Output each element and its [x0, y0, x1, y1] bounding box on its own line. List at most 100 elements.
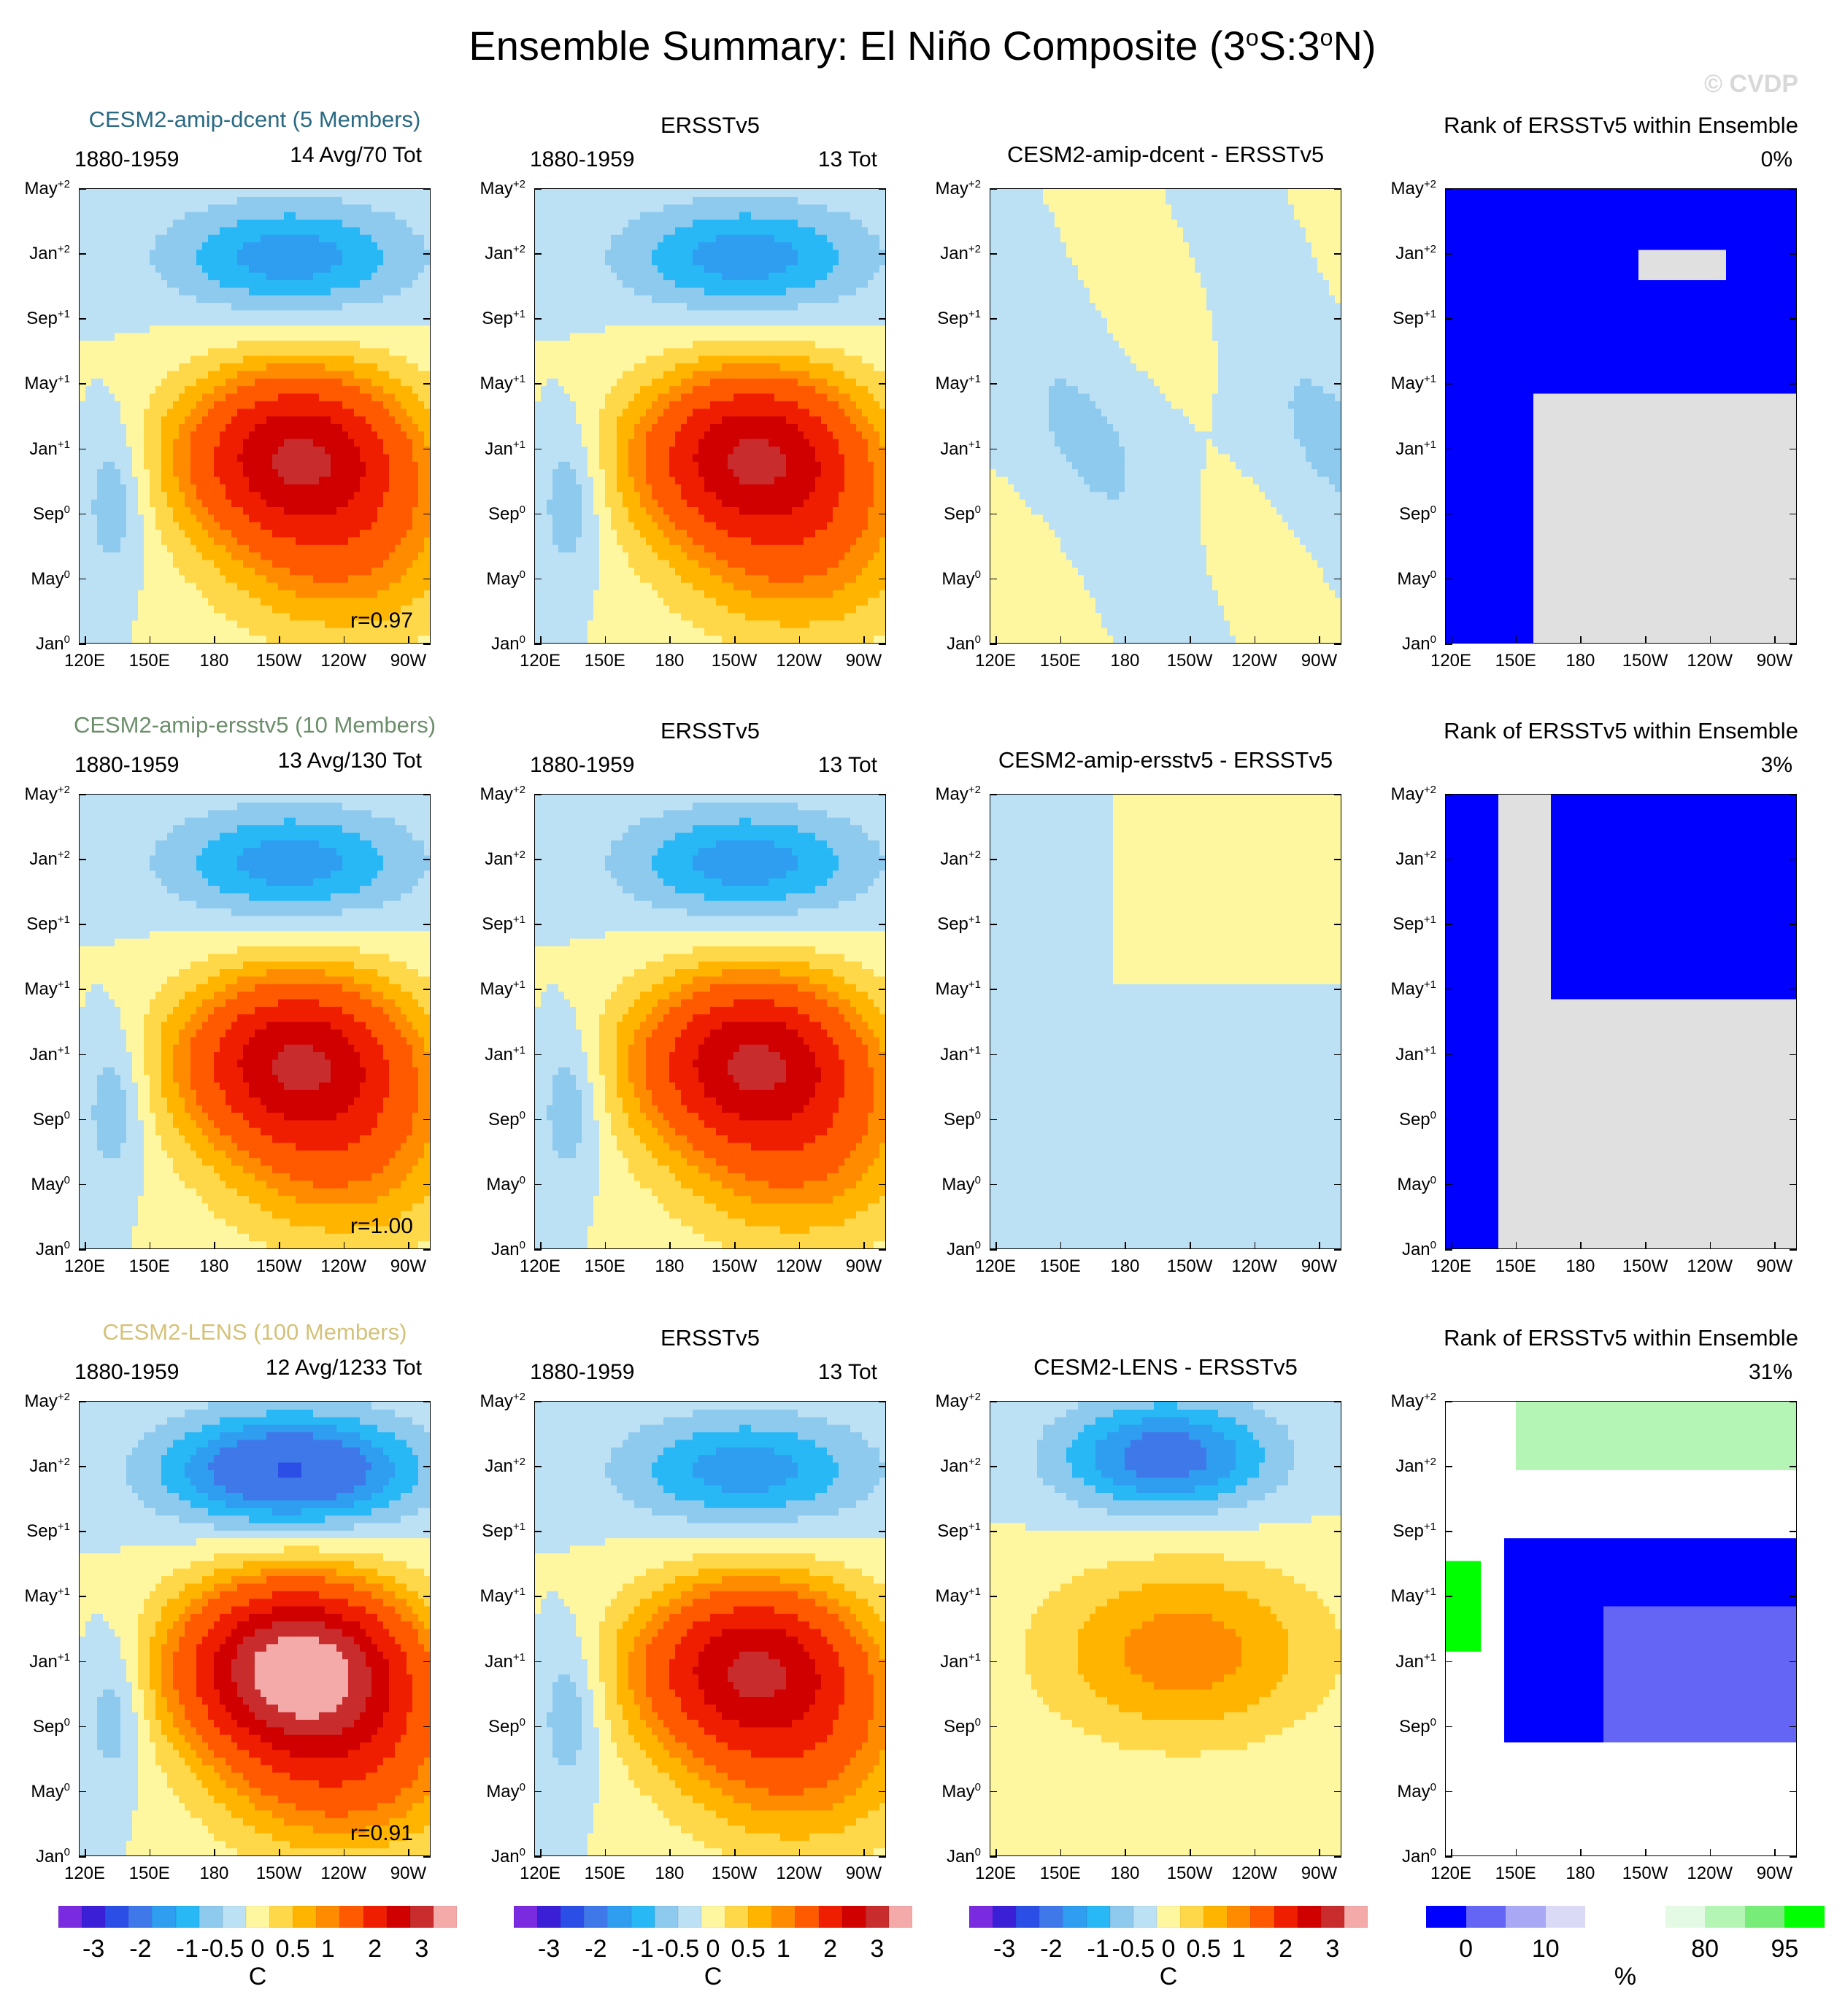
field-cell: [354, 567, 361, 576]
field-cell: [535, 619, 542, 628]
field-cell: [266, 522, 273, 530]
field-cell: [126, 582, 133, 591]
field-cell: [173, 423, 180, 432]
field-cell: [366, 401, 372, 409]
field-cell: [231, 544, 238, 553]
field-cell: [120, 468, 127, 477]
field-cell: [214, 552, 220, 560]
field-cell: [593, 408, 600, 417]
field-cell: [179, 249, 185, 258]
field-cell: [599, 279, 606, 288]
field-cell: [155, 363, 162, 371]
field-cell: [628, 295, 635, 304]
field-cell: [196, 317, 203, 326]
field-cell: [161, 393, 168, 401]
field-cell: [266, 439, 273, 447]
field-cell: [155, 567, 162, 576]
field-cell: [313, 249, 320, 258]
x-tick-mark: [408, 636, 410, 644]
field-cell: [278, 522, 285, 530]
field-cell: [161, 325, 168, 333]
field-cell: [331, 317, 337, 326]
field-cell: [185, 302, 191, 311]
field-cell: [588, 597, 594, 606]
field-cell: [617, 295, 623, 304]
field-cell: [231, 340, 238, 349]
field-cell: [161, 453, 168, 462]
field-cell: [115, 506, 121, 515]
field-cell: [109, 453, 115, 462]
field-cell: [371, 401, 378, 409]
field-cell: [161, 567, 168, 576]
field-cell: [231, 446, 238, 455]
field-cell: [226, 325, 232, 333]
field-cell: [97, 363, 104, 371]
field-cell: [155, 196, 162, 205]
field-cell: [80, 234, 86, 243]
field-cell: [383, 363, 390, 371]
field-cell: [278, 393, 285, 401]
field-cell: [85, 499, 92, 507]
field-cell: [85, 385, 92, 394]
field-cell: [564, 295, 571, 304]
field-cell: [663, 453, 670, 462]
field-cell: [611, 317, 617, 326]
field-cell: [290, 212, 296, 220]
field-cell: [237, 385, 244, 394]
field-cell: [628, 567, 635, 576]
field-cell: [97, 332, 104, 341]
field-cell: [646, 226, 652, 235]
field-cell: [313, 212, 320, 220]
field-cell: [599, 590, 606, 598]
field-cell: [237, 416, 244, 424]
field-cell: [190, 416, 197, 424]
field-cell: [325, 264, 331, 273]
field-cell: [301, 423, 308, 432]
field-cell: [628, 257, 635, 266]
field-cell: [628, 536, 635, 545]
field-cell: [155, 506, 162, 515]
field-cell: [552, 446, 559, 455]
field-cell: [582, 484, 588, 493]
field-cell: [202, 430, 209, 439]
field-cell: [185, 522, 191, 530]
field-cell: [547, 234, 553, 243]
field-cell: [366, 635, 372, 643]
field-cell: [80, 635, 86, 643]
field-cell: [272, 597, 279, 606]
field-cell: [85, 393, 92, 401]
field-cell: [173, 529, 180, 538]
field-cell: [599, 340, 606, 349]
field-cell: [535, 287, 542, 296]
field-cell: [628, 461, 635, 470]
field-cell: [331, 590, 337, 598]
field-cell: [535, 544, 542, 553]
y-tick-mark: [79, 578, 86, 580]
field-cell: [231, 408, 238, 417]
field-cell: [231, 302, 238, 311]
field-cell: [395, 529, 401, 538]
field-cell: [383, 370, 390, 379]
field-cell: [389, 430, 396, 439]
field-cell: [220, 242, 226, 250]
field-cell: [617, 302, 623, 311]
field-cell: [301, 347, 308, 356]
field-cell: [634, 423, 641, 432]
field-cell: [348, 499, 355, 507]
field-cell: [167, 347, 174, 356]
field-cell: [593, 499, 600, 507]
field-cell: [570, 522, 577, 530]
field-cell: [261, 204, 267, 212]
field-cell: [109, 499, 115, 507]
field-cell: [313, 370, 320, 379]
field-cell: [196, 189, 203, 197]
field-cell: [255, 430, 261, 439]
field-cell: [261, 393, 267, 401]
field-cell: [97, 408, 104, 417]
field-cell: [214, 461, 220, 470]
field-cell: [91, 295, 98, 304]
field-cell: [202, 506, 209, 515]
field-cell: [558, 605, 565, 614]
field-cell: [547, 317, 553, 326]
field-cell: [179, 522, 185, 530]
